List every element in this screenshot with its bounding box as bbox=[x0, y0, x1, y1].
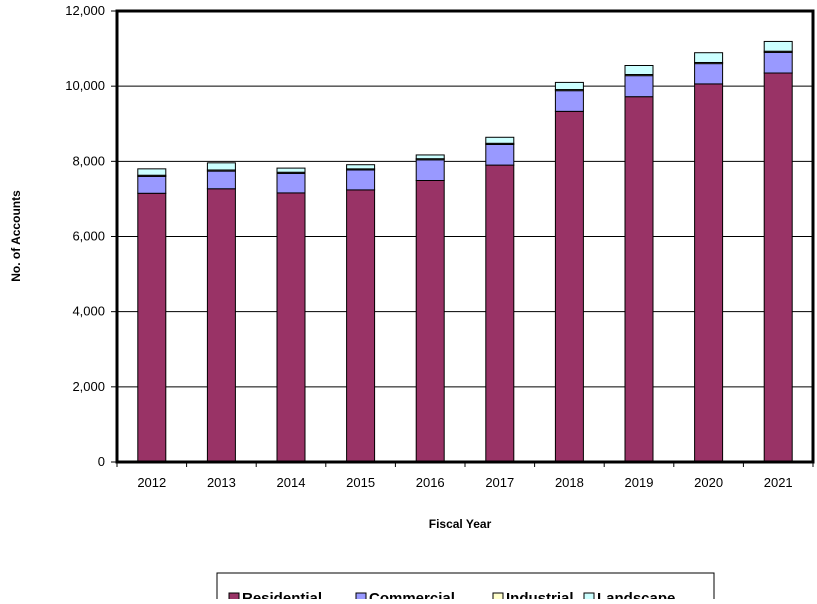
y-tick-labels: 0 2,000 4,000 6,000 8,000 10,000 12,000 bbox=[65, 3, 105, 469]
x-tick-label-2012: 2012 bbox=[137, 475, 166, 490]
bar-residential-2013 bbox=[206, 188, 236, 463]
bar-landscape-2013 bbox=[206, 162, 236, 171]
y-tick-label: 12,000 bbox=[65, 3, 105, 18]
bar-landscape-2017 bbox=[485, 136, 515, 144]
bar-commercial-2012 bbox=[137, 175, 167, 194]
bar-stack-2018 bbox=[554, 81, 584, 463]
y-tick-label: 6,000 bbox=[72, 229, 105, 244]
legend-item-commercial: Commercial bbox=[355, 590, 455, 604]
legend-swatch bbox=[583, 592, 595, 604]
bar-stack-2016 bbox=[415, 154, 445, 463]
y-tick-label: 10,000 bbox=[65, 78, 105, 93]
legend-swatch bbox=[228, 592, 240, 604]
bar-landscape-2018 bbox=[554, 81, 584, 91]
bar-stack-2012 bbox=[137, 168, 167, 463]
bar-commercial-2014 bbox=[276, 172, 306, 194]
x-tick-label-2019: 2019 bbox=[625, 475, 654, 490]
bar-residential-2014 bbox=[276, 192, 306, 463]
legend-label: Commercial bbox=[369, 590, 455, 599]
bar-residential-2016 bbox=[415, 180, 445, 463]
axes bbox=[111, 9, 815, 467]
bar-residential-2017 bbox=[485, 164, 515, 463]
legend: Residential Commercial Industrial Landscape bbox=[216, 572, 715, 604]
bar-landscape-2015 bbox=[346, 164, 376, 170]
y-tick-label: 2,000 bbox=[72, 379, 105, 394]
bar-landscape-2019 bbox=[624, 64, 654, 76]
bar-commercial-2015 bbox=[346, 169, 376, 191]
bar-residential-2020 bbox=[694, 83, 724, 463]
bar-stack-2017 bbox=[485, 136, 515, 463]
bar-residential-2018 bbox=[554, 110, 584, 463]
y-tick-label: 4,000 bbox=[72, 304, 105, 319]
bar-commercial-2016 bbox=[415, 159, 445, 182]
x-tick-label-2014: 2014 bbox=[277, 475, 306, 490]
bar-stack-2014 bbox=[276, 167, 306, 463]
x-tick-label-2020: 2020 bbox=[694, 475, 723, 490]
bar-landscape-2016 bbox=[415, 154, 445, 160]
legend-item-industrial: Industrial bbox=[492, 590, 574, 604]
bar-landscape-2020 bbox=[694, 52, 724, 63]
bar-stack-2020 bbox=[694, 52, 724, 463]
y-tick-label: 8,000 bbox=[72, 153, 105, 168]
x-axis-title: Fiscal Year bbox=[429, 517, 492, 531]
bar-landscape-2021 bbox=[763, 40, 793, 52]
bar-commercial-2018 bbox=[554, 90, 584, 112]
x-tick-label-2021: 2021 bbox=[764, 475, 793, 490]
bar-stack-2019 bbox=[624, 64, 654, 463]
x-tick-label-2018: 2018 bbox=[555, 475, 584, 490]
bar-residential-2012 bbox=[137, 192, 167, 463]
x-tick-label-2017: 2017 bbox=[485, 475, 514, 490]
bar-residential-2015 bbox=[346, 189, 376, 463]
legend-item-landscape: Landscape bbox=[583, 590, 675, 604]
bar-stack-2021 bbox=[763, 40, 793, 463]
bars bbox=[137, 40, 793, 463]
x-tick-labels: 2012 2013 2014 2015 2016 2017 2018 2019 2020 2021 bbox=[137, 475, 792, 490]
bar-stack-2015 bbox=[346, 164, 376, 463]
x-tick-label-2013: 2013 bbox=[207, 475, 236, 490]
legend-items: Residential Commercial Industrial Landscape bbox=[228, 590, 675, 604]
bar-commercial-2013 bbox=[206, 170, 236, 190]
bar-commercial-2017 bbox=[485, 143, 515, 166]
legend-label: Landscape bbox=[597, 590, 675, 599]
legend-label: Residential bbox=[242, 590, 322, 599]
bar-landscape-2014 bbox=[276, 167, 306, 173]
x-tick-label-2016: 2016 bbox=[416, 475, 445, 490]
legend-swatch bbox=[355, 592, 367, 604]
bar-residential-2019 bbox=[624, 96, 654, 463]
bar-commercial-2019 bbox=[624, 75, 654, 98]
y-tick-label: 0 bbox=[98, 454, 105, 469]
y-axis-title: No. of Accounts bbox=[9, 190, 23, 282]
legend-item-residential: Residential bbox=[228, 590, 322, 604]
bar-stack-2013 bbox=[206, 162, 236, 463]
bar-commercial-2020 bbox=[694, 63, 724, 85]
legend-swatch bbox=[492, 592, 504, 604]
bar-landscape-2012 bbox=[137, 168, 167, 176]
legend-label: Industrial bbox=[506, 590, 574, 599]
x-tick-label-2015: 2015 bbox=[346, 475, 375, 490]
bar-residential-2021 bbox=[763, 72, 793, 463]
bar-commercial-2021 bbox=[763, 51, 793, 74]
